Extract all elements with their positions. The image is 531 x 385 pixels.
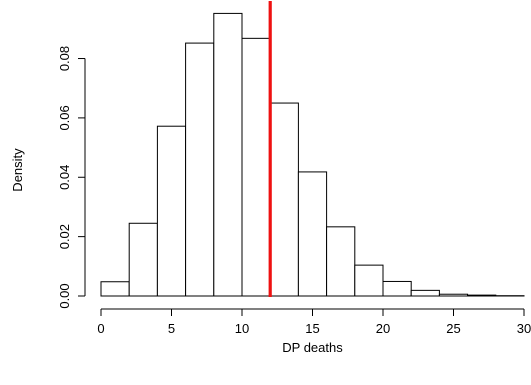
x-axis-title: DP deaths [282, 340, 343, 355]
x-axis: 0 5 10 15 20 25 30 [97, 308, 531, 336]
x-tick-label: 15 [305, 321, 319, 336]
y-tick-label: 0.08 [57, 46, 72, 71]
y-axis: 0.00 0.02 0.04 0.06 0.08 [57, 46, 86, 309]
y-axis-title: Density [10, 148, 25, 192]
histogram-bar [438, 293, 469, 297]
histogram-bar [297, 171, 328, 297]
histogram-bar [354, 264, 384, 297]
x-tick-label: 5 [168, 321, 175, 336]
histogram-bar [410, 289, 440, 297]
bars-layer [100, 12, 525, 297]
x-tick-label: 30 [517, 321, 531, 336]
histogram-bar [382, 280, 412, 297]
x-tick-label: 0 [97, 321, 104, 336]
histogram-bar [467, 294, 497, 297]
y-tick-label: 0.06 [57, 105, 72, 130]
histogram-bar [128, 222, 158, 297]
histogram-bar [326, 226, 356, 297]
y-tick-label: 0.02 [57, 224, 72, 249]
y-tick-label: 0.00 [57, 283, 72, 308]
histogram-bar [185, 42, 215, 297]
histogram-bar [156, 125, 187, 297]
histogram-bar [100, 281, 130, 297]
y-tick-label: 0.04 [57, 165, 72, 190]
histogram-bar [269, 102, 299, 297]
x-tick-label: 20 [376, 321, 390, 336]
histogram-bar [213, 12, 243, 297]
x-tick-label: 10 [235, 321, 249, 336]
x-tick-label: 25 [446, 321, 460, 336]
histogram-bar [241, 37, 271, 297]
